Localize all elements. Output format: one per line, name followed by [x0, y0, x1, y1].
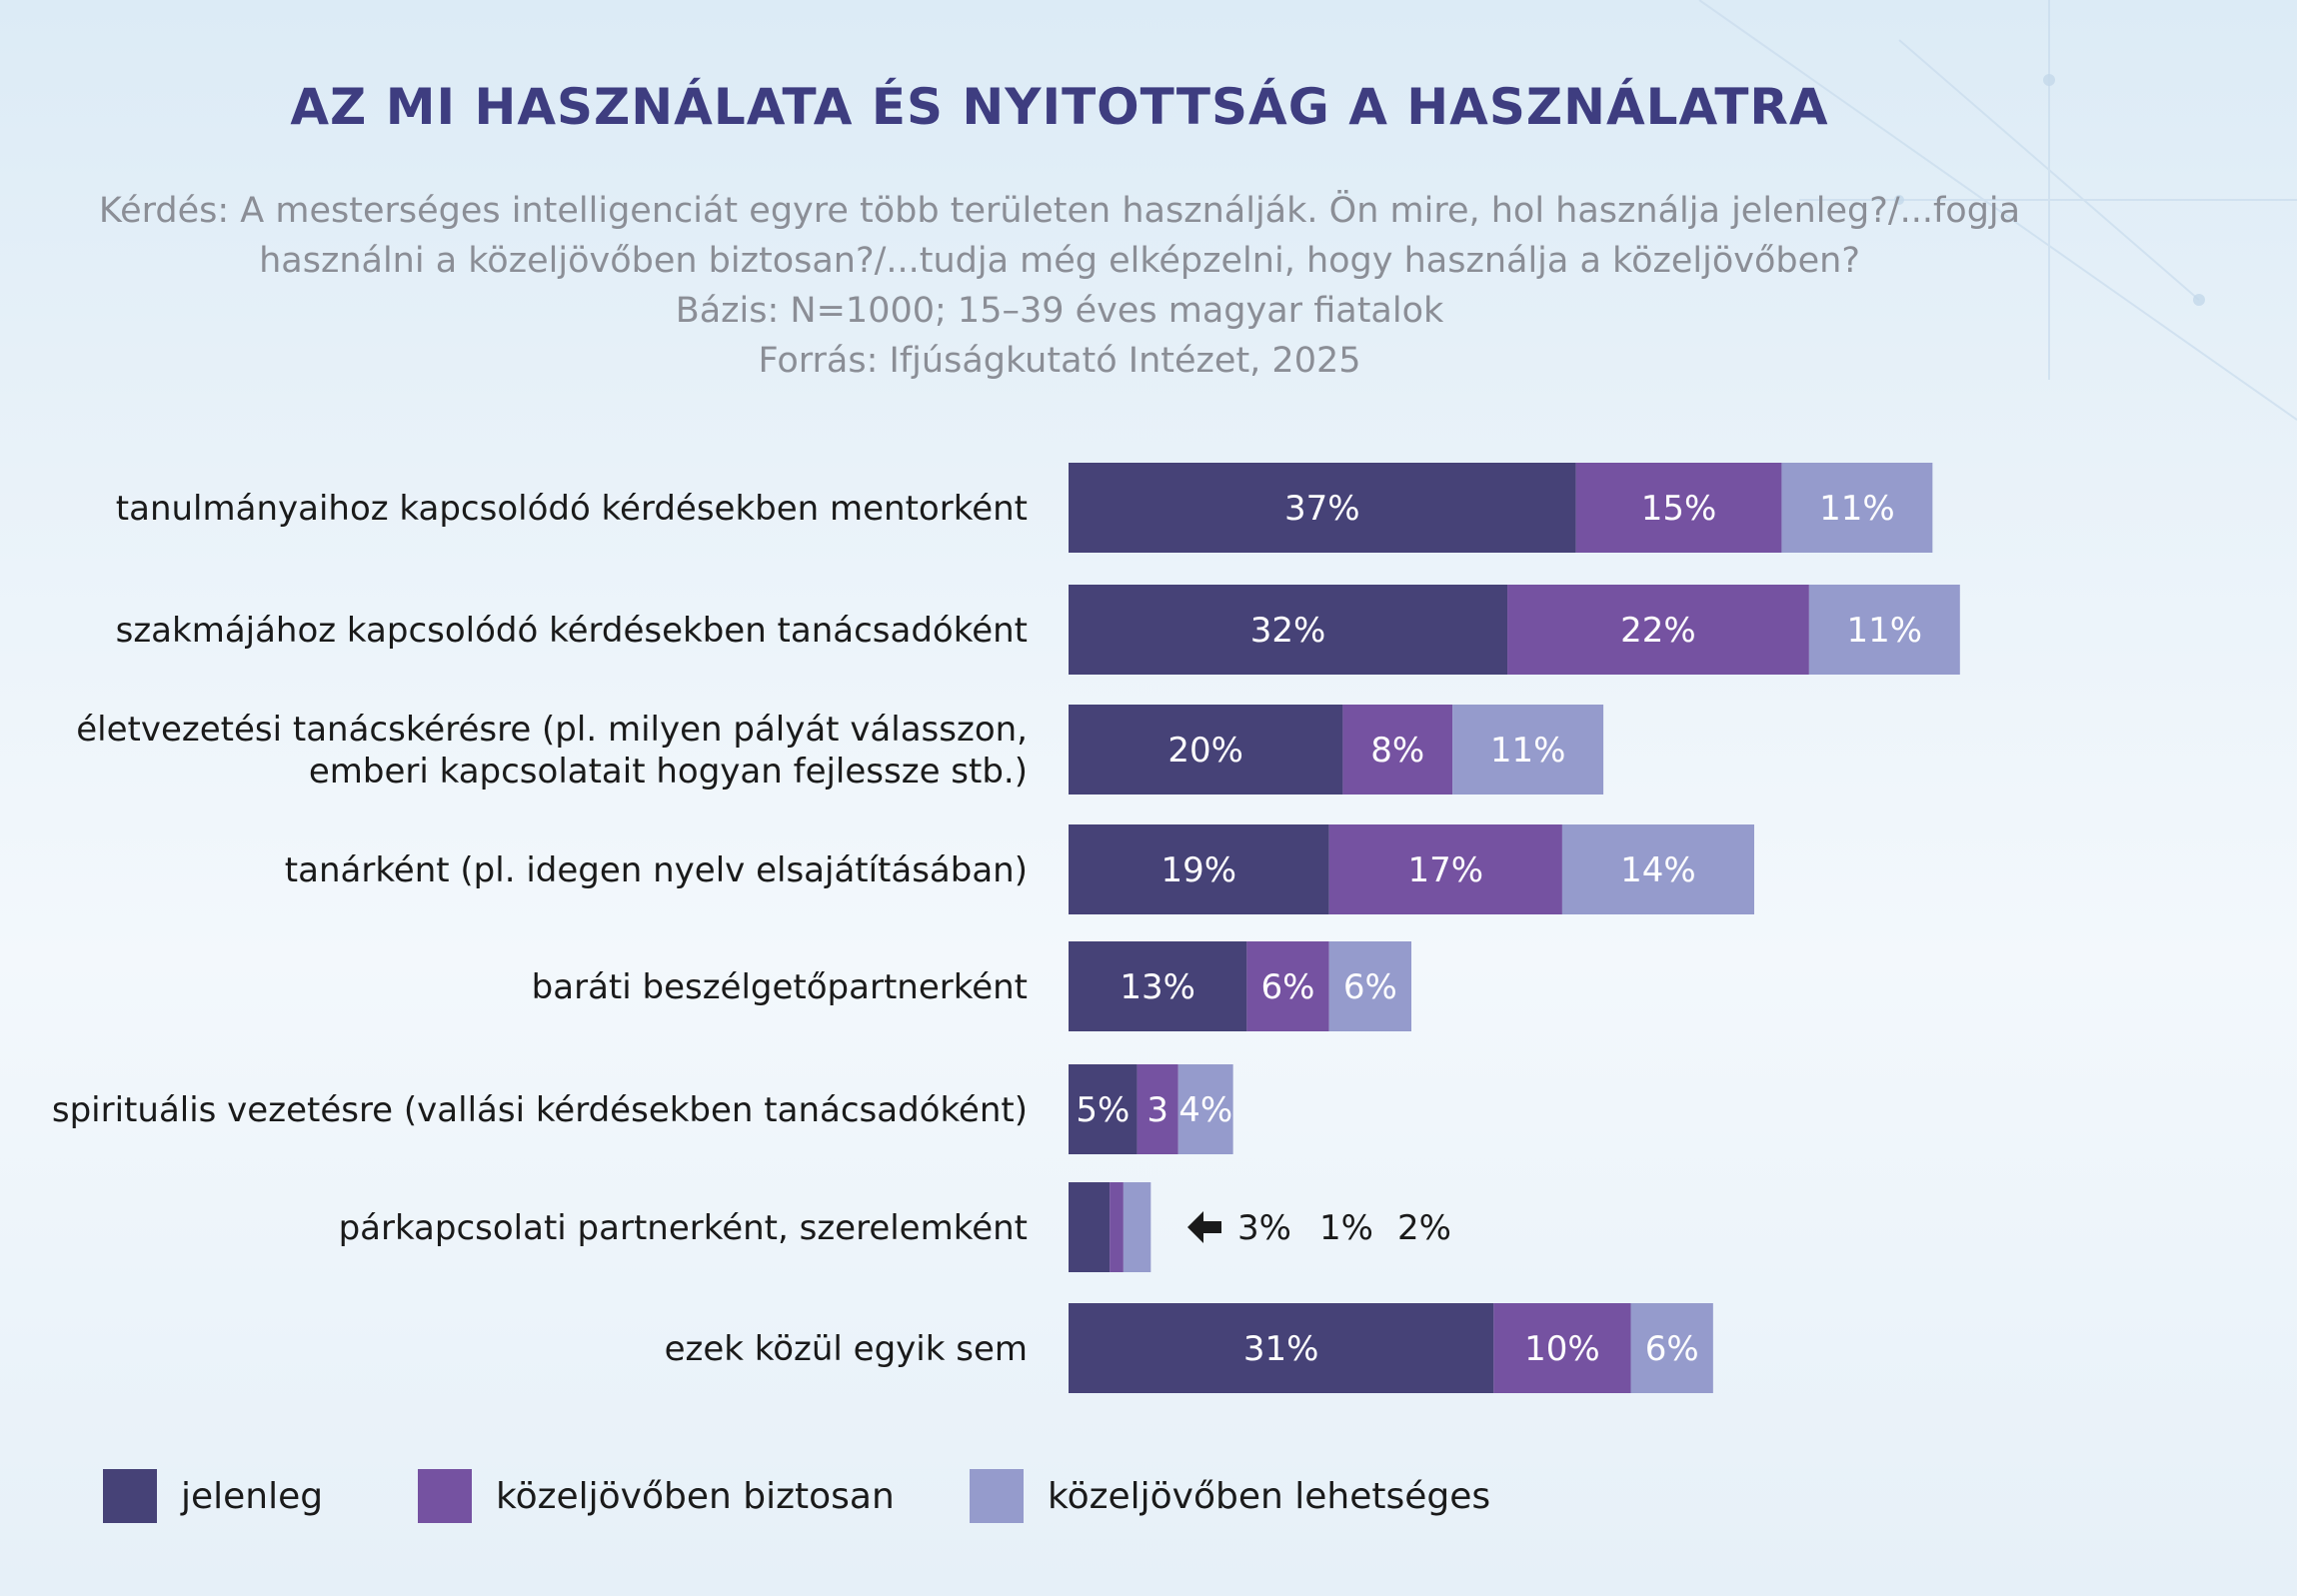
- bar-segment: [1069, 824, 1329, 914]
- legend-label: közeljövőben lehetséges: [1048, 1475, 1491, 1517]
- bar-value-label: 22%: [1620, 611, 1696, 651]
- bar-segment: [1177, 1064, 1233, 1154]
- bar-value-label: 32%: [1250, 611, 1326, 651]
- bar-segment: [1328, 941, 1411, 1031]
- bar-value-label: 15%: [1641, 489, 1717, 529]
- bar-value-label: 11%: [1490, 731, 1566, 771]
- bar-value-label: 11%: [1819, 489, 1895, 529]
- bar-segment: [1342, 705, 1453, 795]
- bar-segment: [1069, 1064, 1138, 1154]
- chart-title: AZ MI HASZNÁLATA ÉS NYITOTTSÁG A HASZNÁL…: [290, 78, 1829, 136]
- bar-value-label: 10%: [1524, 1329, 1600, 1369]
- bar-value-label: 4%: [1178, 1090, 1232, 1130]
- bar-segment: [1137, 1064, 1178, 1154]
- bar-segment: [1808, 585, 1960, 675]
- arrow-left-icon: [1187, 1211, 1221, 1243]
- category-label: tanulmányaihoz kapcsolódó kérdésekben me…: [116, 489, 1028, 529]
- bar-segment: [1069, 705, 1343, 795]
- bar-segment: [1069, 941, 1247, 1031]
- category-label: baráti beszélgetőpartnerként: [532, 967, 1028, 1007]
- bar-value-label: 5%: [1076, 1090, 1130, 1130]
- legend-label: jelenleg: [181, 1475, 324, 1517]
- bar-value-label: 3%: [1237, 1208, 1291, 1248]
- legend-item-biztosan: közeljövőben biztosan: [418, 1469, 895, 1523]
- bar-value-label: 11%: [1847, 611, 1923, 651]
- category-label: tanárként (pl. idegen nyelv elsajátításá…: [285, 850, 1028, 890]
- bar-segment: [1110, 1182, 1124, 1272]
- bar-value-label: 1%: [1319, 1208, 1373, 1248]
- bar-segment: [1123, 1182, 1151, 1272]
- category-label: szakmájához kapcsolódó kérdésekben tanác…: [116, 611, 1028, 651]
- category-label: párkapcsolati partnerként, szerelemként: [339, 1208, 1028, 1248]
- subtitle-line: Bázis: N=1000; 15–39 éves magyar fiatalo…: [675, 291, 1444, 331]
- bar-segment: [1452, 705, 1604, 795]
- bar-value-label: 6%: [1343, 967, 1397, 1007]
- category-label: ezek közül egyik sem: [665, 1329, 1028, 1369]
- bar-segment: [1507, 585, 1809, 675]
- bar-segment: [1246, 941, 1329, 1031]
- legend-swatch: [970, 1469, 1024, 1523]
- legend-item-lehetseges: közeljövőben lehetséges: [970, 1469, 1490, 1523]
- bar-value-label: 13%: [1120, 967, 1195, 1007]
- bar-segment: [1575, 463, 1782, 553]
- subtitle-line: Kérdés: A mesterséges intelligenciát egy…: [98, 191, 2021, 231]
- bar-segment: [1630, 1303, 1713, 1393]
- bar-segment: [1069, 1303, 1494, 1393]
- subtitle-line: használni a közeljövőben biztosan?/...tu…: [259, 241, 1860, 281]
- bar-segment: [1561, 824, 1754, 914]
- legend-item-jelenleg: jelenleg: [103, 1469, 323, 1523]
- bar-value-label: 20%: [1167, 731, 1243, 771]
- bar-segment: [1069, 1182, 1111, 1272]
- category-label: spirituális vezetésre (vallási kérdésekb…: [52, 1090, 1028, 1130]
- bar-segment: [1069, 585, 1508, 675]
- bar-value-label: 6%: [1645, 1329, 1699, 1369]
- bar-value-label: 8%: [1370, 731, 1424, 771]
- bar-value-label: 3: [1147, 1090, 1168, 1130]
- bar-value-label: 19%: [1161, 850, 1237, 890]
- bar-segment: [1328, 824, 1562, 914]
- bar-value-label: 14%: [1620, 850, 1696, 890]
- legend-swatch: [103, 1469, 157, 1523]
- subtitle-line: Forrás: Ifjúságkutató Intézet, 2025: [758, 341, 1361, 381]
- bar-value-label: 17%: [1408, 850, 1484, 890]
- legend-label: közeljövőben biztosan: [496, 1475, 895, 1517]
- bar-value-label: 37%: [1284, 489, 1360, 529]
- chart-subtitle: Kérdés: A mesterséges intelligenciát egy…: [0, 186, 2119, 386]
- bar-segment: [1493, 1303, 1631, 1393]
- bar-segment: [1069, 463, 1576, 553]
- category-label: emberi kapcsolatait hogyan fejlessze stb…: [309, 752, 1028, 792]
- legend-swatch: [418, 1469, 472, 1523]
- bar-value-label: 31%: [1243, 1329, 1319, 1369]
- bar-value-label: 2%: [1397, 1208, 1451, 1248]
- category-label: életvezetési tanácskérésre (pl. milyen p…: [76, 710, 1028, 750]
- bar-value-label: 6%: [1261, 967, 1315, 1007]
- bar-segment: [1781, 463, 1933, 553]
